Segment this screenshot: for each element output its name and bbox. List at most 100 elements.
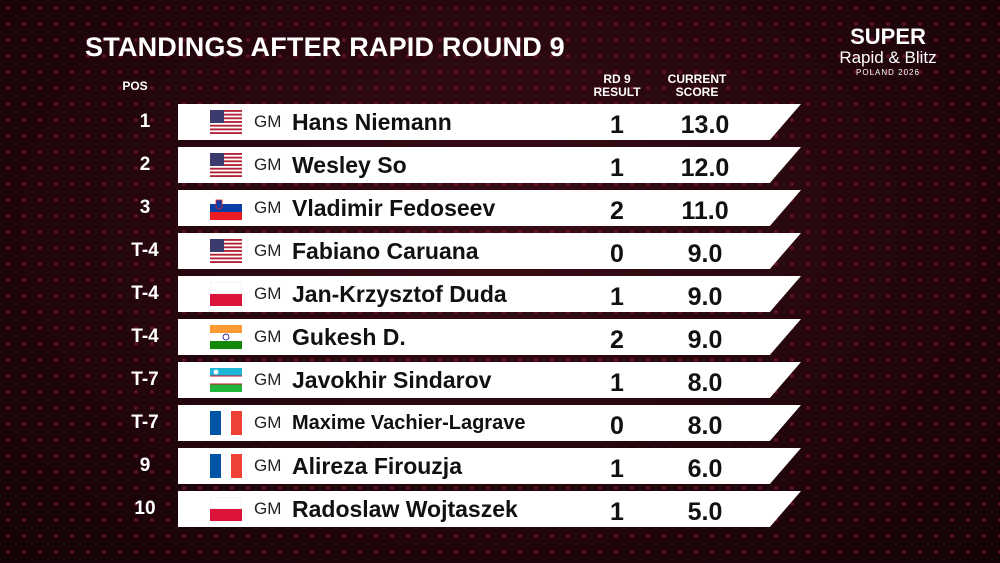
row-band (178, 190, 801, 226)
player-name: Javokhir Sindarov (292, 367, 492, 393)
flag-icon (210, 368, 242, 392)
round-result: 1 (610, 283, 624, 311)
round-result: 1 (610, 455, 624, 483)
row-band (178, 233, 801, 269)
player-title: GM (254, 112, 282, 131)
position: T-4 (131, 326, 159, 347)
position: 10 (134, 498, 156, 519)
round-result: 0 (610, 240, 624, 268)
row-band (178, 491, 801, 527)
round-result: 0 (610, 412, 624, 440)
player-name: Fabiano Caruana (292, 238, 479, 264)
current-score: 9.0 (687, 326, 723, 354)
row-band (178, 362, 801, 398)
table-row: T-4 GM Gukesh D. 2 9.0 (0, 319, 1000, 355)
flag-icon (209, 281, 243, 306)
position: 9 (139, 455, 151, 476)
logo-line: POLAND 2026 (856, 68, 920, 77)
position: T-4 (131, 240, 159, 261)
flag (210, 196, 242, 225)
flag (210, 239, 242, 268)
table-row: 2 GM Wesley So 1 12.0 (0, 147, 1000, 183)
position: T-4 (131, 283, 159, 304)
flag-icon (210, 110, 242, 134)
current-score: 12.0 (680, 154, 730, 182)
flag-icon (210, 239, 242, 263)
player-name: Wesley So (292, 152, 407, 178)
table-row: T-4 GM Jan-Krzysztof Duda 1 9.0 (0, 276, 1000, 312)
title: STANDINGS AFTER RAPID ROUND 9 (85, 32, 565, 62)
logo-line: SUPER (850, 24, 926, 49)
score-header: CURRENT SCORE (657, 73, 737, 99)
score-header-line: CURRENT (667, 72, 727, 86)
flag (210, 153, 242, 182)
table-row: T-7 GM Maxime Vachier-Lagrave 0 8.0 (0, 405, 1000, 441)
position: 2 (139, 154, 151, 175)
flag (210, 454, 242, 483)
player-title: GM (254, 370, 282, 389)
flag-icon (210, 411, 242, 435)
position: T-7 (131, 412, 159, 433)
current-score: 8.0 (687, 412, 723, 440)
table-row: T-4 GM Fabiano Caruana 0 9.0 (0, 233, 1000, 269)
player-title: GM (254, 413, 282, 432)
round-result: 1 (610, 369, 624, 397)
round-result: 2 (610, 197, 624, 225)
flag-icon (210, 196, 242, 220)
player-name: Alireza Firouzja (292, 453, 462, 479)
flag (209, 281, 243, 311)
position: T-7 (131, 369, 159, 390)
current-score: 13.0 (680, 111, 730, 139)
current-score: 9.0 (687, 240, 723, 268)
player-title: GM (254, 198, 282, 217)
row-band (178, 104, 801, 140)
player-title: GM (254, 241, 282, 260)
player-name: Radoslaw Wojtaszek (292, 496, 518, 522)
flag (210, 368, 242, 397)
position: 3 (139, 197, 151, 218)
logo-line: Rapid & Blitz (839, 48, 937, 67)
player-title: GM (254, 155, 282, 174)
row-band (178, 319, 801, 355)
player-name: Vladimir Fedoseev (292, 195, 496, 221)
round-result: 1 (610, 154, 624, 182)
round-result: 1 (610, 111, 624, 139)
current-score: 6.0 (687, 455, 723, 483)
flag-icon (209, 496, 243, 521)
table-row: 10 GM Radoslaw Wojtaszek 1 5.0 (0, 491, 1000, 527)
current-score: 8.0 (687, 369, 723, 397)
flag (210, 110, 242, 139)
flag-icon (210, 325, 242, 349)
pos-header: POS (122, 79, 148, 93)
player-name: Gukesh D. (292, 324, 406, 350)
player-title: GM (254, 327, 282, 346)
table-row: 1 GM Hans Niemann 1 13.0 (0, 104, 1000, 140)
round-result: 1 (610, 498, 624, 526)
result-header-line: RESULT (593, 85, 641, 99)
current-score: 11.0 (681, 197, 729, 225)
flag-icon (210, 153, 242, 177)
round-result: 2 (610, 326, 624, 354)
row-band (178, 276, 801, 312)
result-header: RD 9 RESULT (587, 73, 647, 99)
row-band (178, 448, 801, 484)
row-band (178, 405, 801, 441)
flag (209, 496, 243, 526)
player-title: GM (254, 499, 282, 518)
current-score: 5.0 (687, 498, 723, 526)
score-header-line: SCORE (675, 85, 719, 99)
player-title: GM (254, 284, 282, 303)
table-row: 3 GM Vladimir Fedoseev 2 11.0 (0, 190, 1000, 226)
flag (210, 325, 242, 354)
flag-icon (210, 454, 242, 478)
position: 1 (139, 111, 151, 132)
logo: SUPER Rapid & Blitz POLAND 2026 (826, 26, 950, 78)
flag (210, 411, 242, 440)
player-name: Jan-Krzysztof Duda (292, 281, 507, 307)
table-row: T-7 GM Javokhir Sindarov 1 8.0 (0, 362, 1000, 398)
table-row: 9 GM Alireza Firouzja 1 6.0 (0, 448, 1000, 484)
row-band (178, 147, 801, 183)
player-name: Maxime Vachier-Lagrave (292, 412, 526, 434)
current-score: 9.0 (687, 283, 723, 311)
